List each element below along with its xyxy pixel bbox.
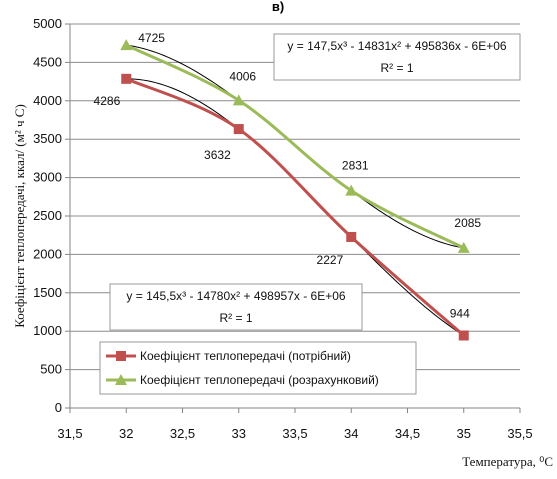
y-tick-label: 2500 bbox=[33, 208, 62, 223]
x-tick-label: 31,5 bbox=[57, 426, 82, 441]
series-0-point bbox=[346, 231, 357, 242]
y-tick-label: 1500 bbox=[33, 285, 62, 300]
y-axis-title: Коефіцієнт теплопередачі, ккал/ (м² ч С) bbox=[12, 104, 27, 328]
y-tick-label: 3000 bbox=[33, 170, 62, 185]
data-label-series-0: 3632 bbox=[204, 148, 231, 162]
y-tick-label: 5000 bbox=[33, 16, 62, 31]
legend-label-series-0: Коефіцієнт теплопередачі (потрібний) bbox=[140, 349, 351, 363]
x-axis-title: Температура, ⁰С bbox=[462, 454, 553, 469]
x-tick-label: 32 bbox=[119, 426, 133, 441]
trendline-r2: R² = 1 bbox=[380, 61, 413, 75]
trendline-r2: R² = 1 bbox=[219, 311, 252, 325]
data-label-series-0: 4286 bbox=[94, 94, 121, 108]
y-tick-label: 3500 bbox=[33, 131, 62, 146]
series-1-point bbox=[120, 39, 133, 51]
series-1-point bbox=[232, 94, 245, 106]
legend-marker-triangle bbox=[115, 374, 127, 385]
series-line-0 bbox=[125, 77, 465, 337]
x-tick-label: 34 bbox=[344, 426, 358, 441]
trendline-equation: y = 147,5x³ - 14831x² + 495836x - 6E+06 bbox=[287, 39, 506, 53]
legend-label-series-1: Коефіцієнт теплопередачі (розрахунковий) bbox=[140, 373, 379, 387]
y-tick-label: 500 bbox=[40, 362, 62, 377]
series-0-point bbox=[233, 124, 244, 135]
series-line-1 bbox=[125, 43, 465, 250]
x-tick-label: 34,5 bbox=[395, 426, 420, 441]
x-tick-label: 33 bbox=[232, 426, 246, 441]
data-label-series-1: 4006 bbox=[229, 69, 256, 83]
data-label-series-0: 2227 bbox=[317, 253, 344, 267]
data-label-series-0: 944 bbox=[450, 307, 470, 321]
equation-box bbox=[273, 33, 521, 81]
x-tick-label: 35 bbox=[457, 426, 471, 441]
y-tick-label: 0 bbox=[55, 400, 62, 415]
series-1-point bbox=[457, 241, 470, 253]
series-1-point bbox=[345, 184, 358, 196]
y-tick-label: 4000 bbox=[33, 93, 62, 108]
data-label-series-1: 2831 bbox=[342, 159, 369, 173]
y-tick-label: 2000 bbox=[33, 246, 62, 261]
series-0-point bbox=[121, 73, 132, 84]
series-0-point bbox=[458, 330, 469, 341]
x-tick-label: 32,5 bbox=[170, 426, 195, 441]
legend-box bbox=[99, 341, 417, 395]
chart-title: в) bbox=[272, 0, 284, 14]
trendline-equation: y = 145,5x³ - 14780x² + 498957x - 6E+06 bbox=[126, 289, 345, 303]
data-label-series-1: 2085 bbox=[454, 216, 481, 230]
x-tick-label: 33,5 bbox=[282, 426, 307, 441]
legend-marker-square bbox=[116, 351, 126, 361]
x-tick-label: 35,5 bbox=[507, 426, 532, 441]
data-label-series-1: 4725 bbox=[138, 31, 165, 45]
y-tick-label: 1000 bbox=[33, 323, 62, 338]
y-tick-label: 4500 bbox=[33, 54, 62, 69]
equation-box bbox=[109, 283, 363, 331]
